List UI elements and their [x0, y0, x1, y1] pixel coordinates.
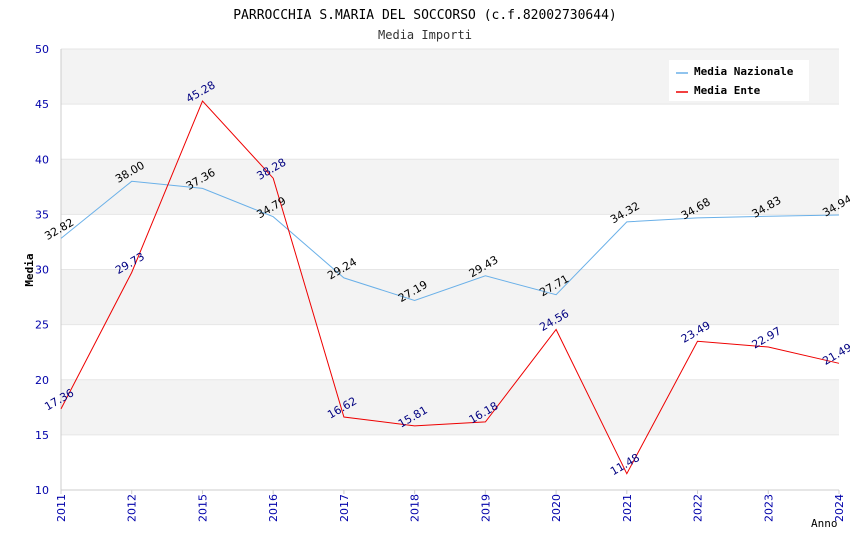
y-tick-label-25: 25: [35, 319, 49, 332]
x-tick-label-2017: 2017: [338, 494, 351, 522]
grid-band: [61, 104, 839, 160]
y-tick-label-50: 50: [35, 43, 49, 56]
x-tick-labels: 2011 2012 2015 2016 2017 2018 2019 2020 2021 2022…: [55, 494, 846, 522]
x-tick-label-2020: 2020: [550, 494, 563, 522]
y-tick-labels: 10 15 20 25 30 35 40 45 50: [35, 43, 49, 497]
x-axis-title: Anno: [811, 517, 838, 530]
x-tick-label-2015: 2015: [196, 494, 209, 522]
grid-band: [61, 159, 839, 215]
y-axis-title: Media: [23, 253, 36, 286]
x-tick-label-2011: 2011: [55, 494, 68, 522]
x-tick-label-2016: 2016: [267, 494, 280, 522]
x-tick-label-2018: 2018: [409, 494, 422, 522]
x-tick-label-2022: 2022: [692, 494, 705, 522]
series-lines: [60, 100, 840, 475]
x-tick-label-2012: 2012: [126, 494, 139, 522]
legend-label-media-nazionale: Media Nazionale: [694, 65, 794, 78]
legend: Media Nazionale Media Ente: [669, 60, 809, 101]
axes: [60, 49, 840, 494]
legend-box: [669, 60, 809, 101]
chart-subtitle: Media Importi: [378, 28, 472, 42]
series-line-media-nazionale: [60, 180, 840, 302]
x-tick-label-2019: 2019: [479, 494, 492, 522]
y-tick-label-30: 30: [35, 264, 49, 277]
y-tick-label-45: 45: [35, 98, 49, 111]
chart-title: PARROCCHIA S.MARIA DEL SOCCORSO (c.f.820…: [233, 8, 617, 23]
grid-band: [61, 324, 839, 380]
y-tick-label-15: 15: [35, 429, 49, 442]
grid-band: [61, 434, 839, 490]
grid-bands: [61, 48, 839, 491]
grid-band: [61, 214, 839, 270]
y-tick-label-20: 20: [35, 374, 49, 387]
y-tick-label-35: 35: [35, 208, 49, 221]
x-tick-label-2021: 2021: [621, 494, 634, 522]
series-line-media-ente: [60, 100, 840, 475]
x-tick-label-2023: 2023: [762, 494, 775, 522]
legend-label-media-ente: Media Ente: [694, 84, 761, 97]
grid-band: [61, 269, 839, 325]
y-tick-label-10: 10: [35, 484, 49, 497]
y-tick-label-40: 40: [35, 153, 49, 166]
grid-band: [61, 379, 839, 435]
x-tick-label-2024: 2024: [833, 494, 846, 522]
